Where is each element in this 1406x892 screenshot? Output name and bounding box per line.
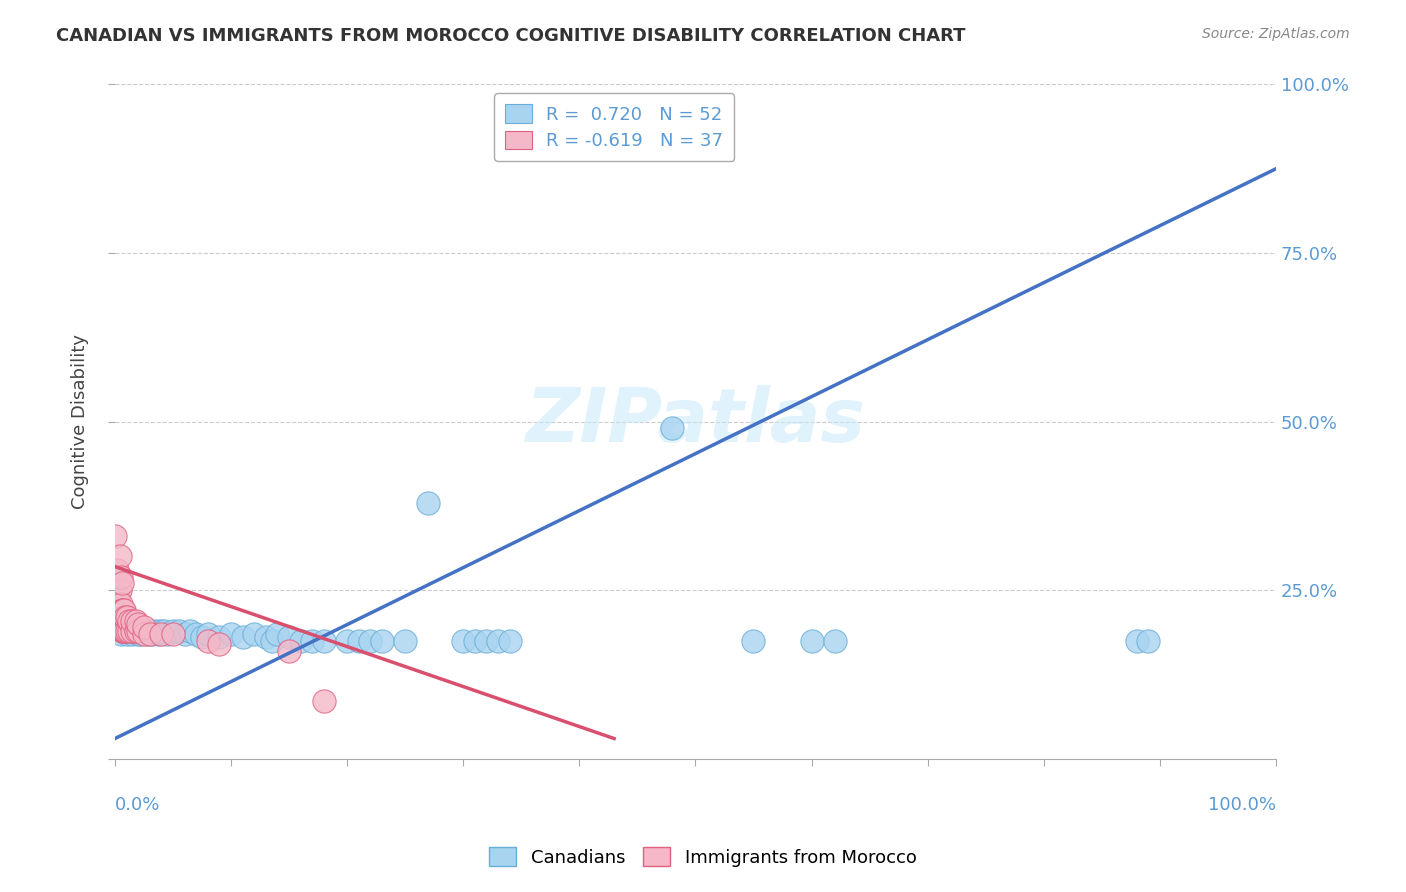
- Immigrants from Morocco: [197, 633, 219, 648]
- Canadians: [371, 633, 394, 648]
- Canadians: [800, 633, 823, 648]
- Canadians: [661, 421, 683, 435]
- Immigrants from Morocco: [127, 624, 149, 638]
- Immigrants from Morocco: [104, 529, 127, 543]
- Canadians: [148, 627, 170, 641]
- Canadians: [486, 633, 509, 648]
- Immigrants from Morocco: [110, 616, 132, 631]
- Legend: Canadians, Immigrants from Morocco: Canadians, Immigrants from Morocco: [482, 840, 924, 874]
- Canadians: [110, 627, 132, 641]
- Canadians: [156, 627, 179, 641]
- Canadians: [150, 624, 173, 638]
- Canadians: [219, 627, 242, 641]
- Canadians: [191, 631, 214, 645]
- Canadians: [347, 633, 370, 648]
- Canadians: [186, 627, 208, 641]
- Y-axis label: Cognitive Disability: Cognitive Disability: [72, 334, 89, 509]
- Immigrants from Morocco: [118, 624, 141, 638]
- Immigrants from Morocco: [112, 624, 135, 638]
- Canadians: [475, 633, 498, 648]
- Canadians: [121, 627, 143, 641]
- Canadians: [152, 624, 174, 638]
- Immigrants from Morocco: [114, 624, 136, 638]
- Immigrants from Morocco: [112, 603, 135, 617]
- Canadians: [141, 627, 163, 641]
- Immigrants from Morocco: [162, 627, 184, 641]
- Immigrants from Morocco: [121, 624, 143, 638]
- Immigrants from Morocco: [112, 603, 135, 617]
- Canadians: [464, 633, 486, 648]
- Immigrants from Morocco: [115, 610, 138, 624]
- Canadians: [742, 633, 765, 648]
- Canadians: [145, 624, 167, 638]
- Immigrants from Morocco: [115, 624, 138, 638]
- Canadians: [266, 627, 288, 641]
- Immigrants from Morocco: [111, 603, 134, 617]
- Canadians: [359, 633, 381, 648]
- Immigrants from Morocco: [110, 570, 132, 584]
- Immigrants from Morocco: [150, 627, 173, 641]
- Legend: R =  0.720   N = 52, R = -0.619   N = 37: R = 0.720 N = 52, R = -0.619 N = 37: [494, 94, 734, 161]
- Canadians: [394, 633, 416, 648]
- Canadians: [115, 627, 138, 641]
- Text: ZIPatlas: ZIPatlas: [526, 385, 866, 458]
- Canadians: [173, 627, 195, 641]
- Canadians: [129, 627, 152, 641]
- Immigrants from Morocco: [125, 614, 148, 628]
- Immigrants from Morocco: [118, 614, 141, 628]
- Canadians: [260, 633, 283, 648]
- Canadians: [132, 624, 155, 638]
- Text: CANADIAN VS IMMIGRANTS FROM MOROCCO COGNITIVE DISABILITY CORRELATION CHART: CANADIAN VS IMMIGRANTS FROM MOROCCO COGN…: [56, 27, 966, 45]
- Canadians: [278, 631, 301, 645]
- Canadians: [127, 627, 149, 641]
- Canadians: [243, 627, 266, 641]
- Canadians: [208, 631, 231, 645]
- Canadians: [1137, 633, 1160, 648]
- Canadians: [118, 624, 141, 638]
- Immigrants from Morocco: [125, 624, 148, 638]
- Immigrants from Morocco: [108, 549, 131, 564]
- Canadians: [139, 624, 162, 638]
- Immigrants from Morocco: [112, 624, 135, 638]
- Text: 0.0%: 0.0%: [115, 796, 160, 814]
- Canadians: [499, 633, 522, 648]
- Canadians: [254, 631, 277, 645]
- Immigrants from Morocco: [127, 616, 149, 631]
- Canadians: [451, 633, 474, 648]
- Immigrants from Morocco: [107, 590, 129, 604]
- Canadians: [418, 495, 440, 509]
- Canadians: [1125, 633, 1147, 648]
- Immigrants from Morocco: [110, 597, 132, 611]
- Immigrants from Morocco: [121, 614, 143, 628]
- Canadians: [232, 631, 254, 645]
- Canadians: [301, 633, 323, 648]
- Canadians: [112, 624, 135, 638]
- Canadians: [197, 627, 219, 641]
- Canadians: [179, 624, 201, 638]
- Immigrants from Morocco: [105, 563, 128, 577]
- Text: 100.0%: 100.0%: [1208, 796, 1277, 814]
- Canadians: [312, 633, 335, 648]
- Immigrants from Morocco: [278, 644, 301, 658]
- Immigrants from Morocco: [108, 583, 131, 598]
- Canadians: [162, 624, 184, 638]
- Canadians: [125, 624, 148, 638]
- Immigrants from Morocco: [132, 620, 155, 634]
- Canadians: [167, 624, 190, 638]
- Immigrants from Morocco: [132, 627, 155, 641]
- Canadians: [336, 633, 359, 648]
- Immigrants from Morocco: [111, 576, 134, 591]
- Immigrants from Morocco: [139, 627, 162, 641]
- Immigrants from Morocco: [108, 603, 131, 617]
- Immigrants from Morocco: [111, 624, 134, 638]
- Canadians: [290, 633, 312, 648]
- Immigrants from Morocco: [312, 694, 335, 708]
- Immigrants from Morocco: [208, 637, 231, 651]
- Canadians: [824, 633, 846, 648]
- Immigrants from Morocco: [114, 610, 136, 624]
- Text: Source: ZipAtlas.com: Source: ZipAtlas.com: [1202, 27, 1350, 41]
- Canadians: [136, 627, 159, 641]
